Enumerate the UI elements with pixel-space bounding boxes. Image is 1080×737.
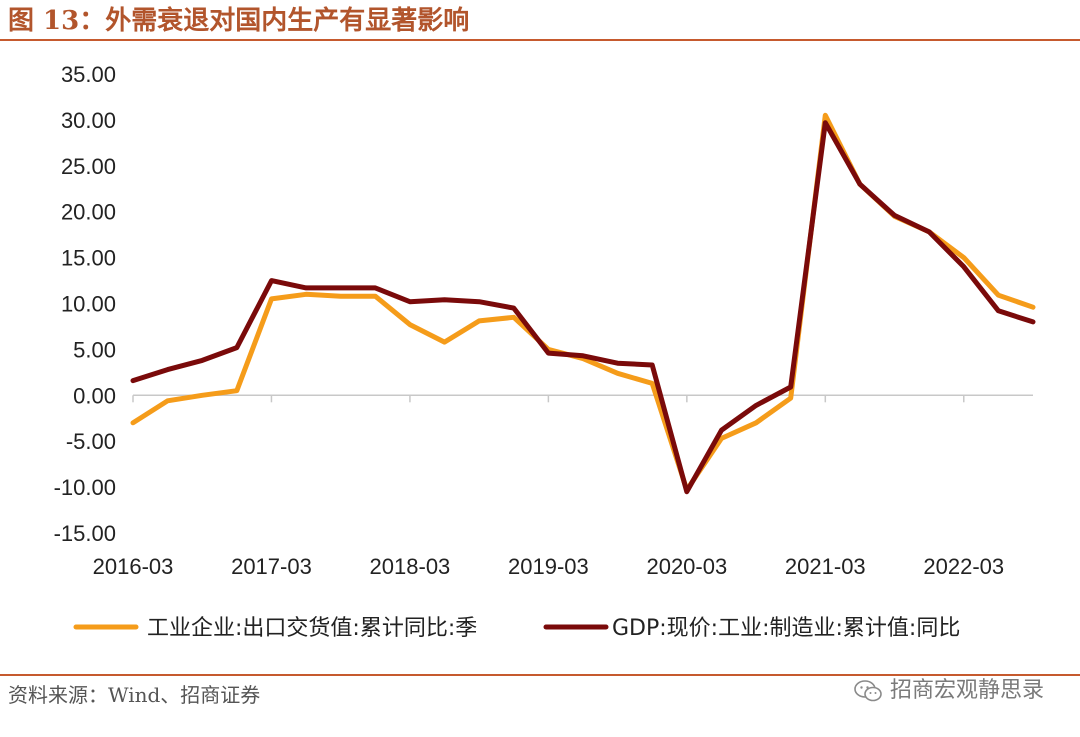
x-axis-tick-labels: 2016-03 2017-03 2018-03 2019-03 2020-03 2021-… (93, 554, 1005, 579)
watermark-text: 招商宏观静思录 (889, 678, 1044, 703)
x-tick-label: 2022-03 (923, 554, 1004, 579)
chart-legend: 工业企业:出口交货值:累计同比:季 GDP:现价:工业:制造业:累计值:同比 (73, 616, 960, 641)
x-tick-label: 2016-03 (93, 554, 174, 579)
y-tick-label: -10.00 (54, 475, 116, 500)
y-tick-label: 35.00 (61, 62, 116, 87)
series-line-manufacturing-gdp (130, 120, 1036, 495)
y-tick-label: 20.00 (61, 200, 116, 225)
y-tick-label: 10.00 (61, 292, 116, 317)
y-tick-label: 0.00 (73, 383, 116, 408)
figure-title: 图 13：外需衰退对国内生产有显著影响 (8, 6, 470, 36)
x-tick-label: 2017-03 (231, 554, 312, 579)
title-underline (0, 39, 1080, 41)
wechat-icon (854, 680, 882, 702)
legend-label: GDP:现价:工业:制造业:累计值:同比 (612, 616, 960, 641)
watermark: 招商宏观静思录 (854, 676, 1044, 706)
x-axis-ticks (132, 395, 965, 403)
y-tick-label: 15.00 (61, 246, 116, 271)
y-tick-label: -15.00 (54, 521, 116, 546)
legend-label: 工业企业:出口交货值:累计同比:季 (147, 616, 477, 641)
y-tick-label: 30.00 (61, 108, 116, 133)
x-tick-label: 2021-03 (785, 554, 866, 579)
x-tick-label: 2019-03 (508, 554, 589, 579)
y-axis-tick-labels: 35.00 30.00 25.00 20.00 15.00 10.00 5.00 0.00 -5… (54, 62, 116, 546)
y-tick-label: -5.00 (66, 429, 116, 454)
series-line-export-delivery (130, 112, 1036, 493)
y-tick-label: 25.00 (61, 154, 116, 179)
series-lines (130, 112, 1036, 495)
footer-rule (0, 674, 1080, 676)
source-note: 资料来源：Wind、招商证券 (8, 683, 261, 707)
y-tick-label: 5.00 (73, 337, 116, 362)
x-tick-label: 2018-03 (370, 554, 451, 579)
x-tick-label: 2020-03 (646, 554, 727, 579)
